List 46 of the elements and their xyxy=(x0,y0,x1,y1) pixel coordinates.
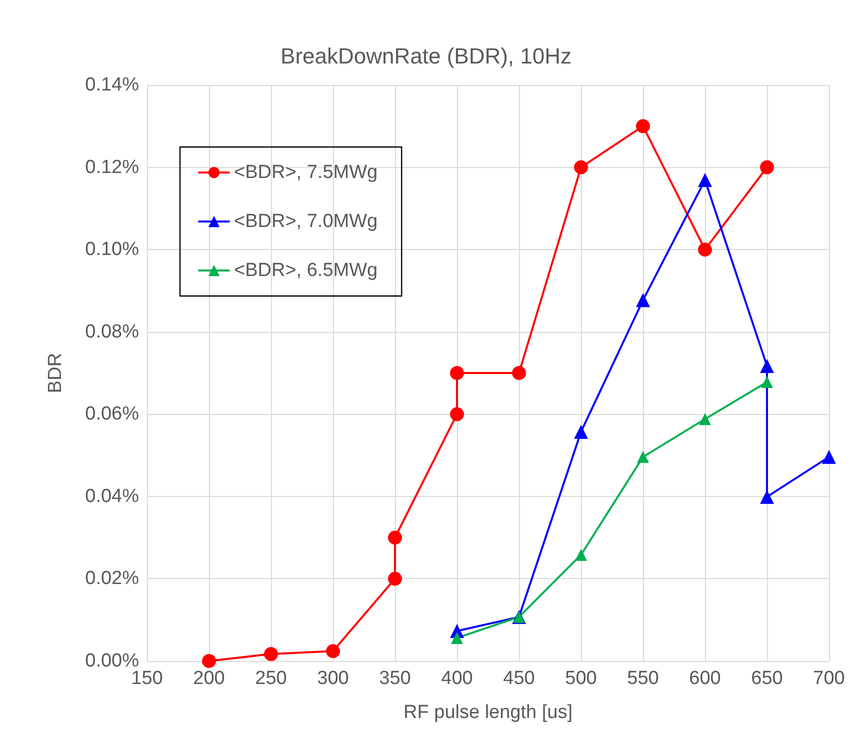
point xyxy=(699,413,711,426)
point xyxy=(822,450,836,464)
point xyxy=(637,450,649,463)
point xyxy=(202,654,216,668)
y-tick-label: 0.14% xyxy=(85,74,140,96)
point xyxy=(388,530,402,545)
point xyxy=(575,548,587,561)
point xyxy=(698,173,712,188)
point xyxy=(761,376,773,388)
x-tick-label: 350 xyxy=(379,668,411,689)
y-tick-label: 0.10% xyxy=(85,239,140,260)
x-tick-label: 500 xyxy=(565,668,597,689)
legend-label: <BDR>, 7.0MWg xyxy=(234,211,378,232)
point xyxy=(574,424,588,439)
x-tick-label: 600 xyxy=(689,668,721,689)
y-tick-label: 0.02% xyxy=(85,568,140,590)
y-axis-title: BDR xyxy=(45,352,66,394)
y-tick-label: 0.06% xyxy=(85,404,140,425)
x-tick-label: 550 xyxy=(627,668,659,689)
x-axis-title: RF pulse length [us] xyxy=(404,702,572,723)
point xyxy=(698,242,712,257)
x-tick-label: 650 xyxy=(751,668,783,689)
legend-label: <BDR>, 6.5MWg xyxy=(234,260,378,281)
point xyxy=(451,632,463,644)
point xyxy=(450,407,464,422)
point xyxy=(388,572,402,586)
y-tick-label: 0.08% xyxy=(85,321,140,342)
legend-label: <BDR>, 7.5MWg xyxy=(234,162,378,183)
x-tick-label: 200 xyxy=(193,668,225,689)
x-tick-label: 450 xyxy=(503,668,535,689)
point xyxy=(636,119,650,134)
y-tick-label: 0.12% xyxy=(85,156,140,178)
point xyxy=(636,293,650,308)
chart-title: BreakDownRate (BDR), 10Hz xyxy=(280,44,572,68)
point xyxy=(326,644,340,658)
point xyxy=(512,366,526,380)
x-tick-label: 400 xyxy=(441,668,473,689)
point xyxy=(264,647,278,661)
x-tick-label: 300 xyxy=(317,668,349,689)
point xyxy=(760,359,774,374)
y-tick-label: 0.04% xyxy=(85,486,140,507)
point xyxy=(450,366,464,380)
x-tick-label: 250 xyxy=(255,668,287,689)
x-tick-label: 700 xyxy=(813,668,845,689)
point xyxy=(760,160,774,174)
point xyxy=(574,160,588,174)
